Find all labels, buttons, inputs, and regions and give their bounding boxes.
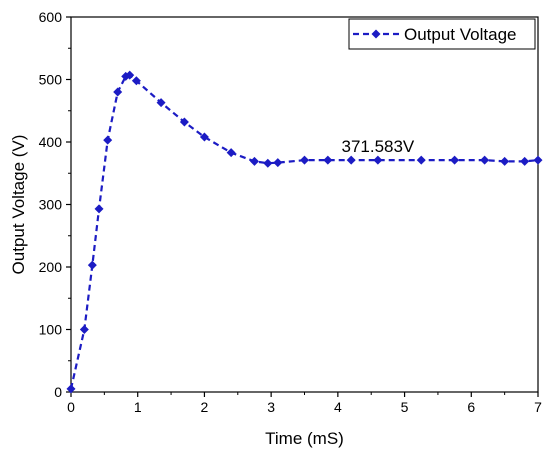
data-point-marker <box>373 155 383 165</box>
data-point-marker <box>533 155 543 165</box>
data-point-marker <box>113 87 123 97</box>
x-tick-label: 1 <box>134 399 142 415</box>
x-tick-label: 6 <box>467 399 475 415</box>
y-axis-title: Output Voltage (V) <box>9 135 28 275</box>
x-tick-label: 3 <box>267 399 275 415</box>
plot-area-border <box>70 16 539 393</box>
legend-marker-diamond <box>371 29 381 39</box>
x-tick-label: 0 <box>67 399 75 415</box>
x-axis: 0 1 2 3 4 5 6 7 <box>67 392 542 415</box>
data-point-marker <box>156 98 166 108</box>
data-point-marker <box>273 158 283 168</box>
data-point-marker <box>125 70 135 80</box>
x-axis-title: Time (mS) <box>265 429 344 448</box>
data-point-marker <box>249 156 259 166</box>
data-point-marker <box>263 158 273 168</box>
x-tick-label: 7 <box>534 399 542 415</box>
data-point-marker <box>346 155 356 165</box>
data-point-marker <box>480 155 490 165</box>
y-tick-label: 200 <box>39 259 63 275</box>
data-point-marker <box>103 135 113 145</box>
y-tick-label: 600 <box>39 9 63 25</box>
final-value-annotation: 371.583V <box>341 137 414 156</box>
data-point-marker <box>199 132 209 142</box>
data-point-marker <box>66 384 76 394</box>
data-point-marker <box>500 156 510 166</box>
legend-entry-label: Output Voltage <box>404 25 516 44</box>
y-tick-label: 300 <box>39 197 63 213</box>
y-tick-label: 400 <box>39 134 63 150</box>
y-axis: 0 100 200 300 400 500 600 <box>39 9 71 400</box>
legend: Output Voltage <box>348 18 536 50</box>
data-point-marker <box>226 148 236 158</box>
data-point-marker <box>450 155 460 165</box>
x-tick-label: 2 <box>201 399 209 415</box>
data-point-marker <box>520 156 530 166</box>
data-point-marker <box>79 325 89 334</box>
data-point-marker <box>179 117 189 127</box>
plot-frame <box>70 16 539 393</box>
data-point-marker <box>323 155 333 165</box>
data-point-marker <box>300 155 309 165</box>
y-tick-label: 0 <box>54 384 62 400</box>
data-point-marker <box>131 76 141 86</box>
data-point-marker <box>416 155 426 165</box>
y-tick-label: 100 <box>39 322 63 338</box>
data-point-marker <box>121 71 131 81</box>
data-point-marker <box>87 260 97 270</box>
y-tick-label: 500 <box>39 72 63 88</box>
x-tick-label: 4 <box>334 399 342 415</box>
series-layer <box>66 70 543 394</box>
data-point-marker <box>94 204 104 214</box>
x-tick-label: 5 <box>401 399 409 415</box>
series-line <box>69 73 539 390</box>
